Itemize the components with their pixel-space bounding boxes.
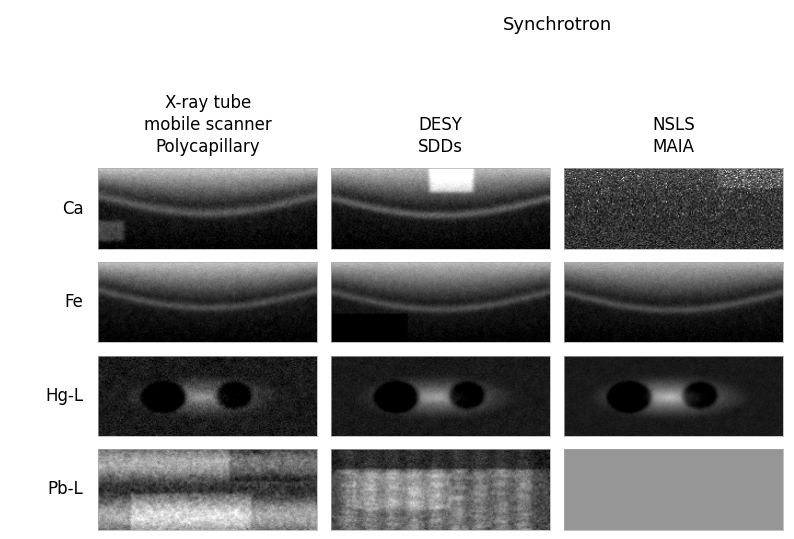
- Text: NSLS
MAIA: NSLS MAIA: [652, 116, 695, 156]
- Text: Synchrotron: Synchrotron: [503, 16, 611, 34]
- Text: Ca: Ca: [62, 199, 83, 218]
- Text: Fe: Fe: [64, 293, 83, 311]
- Text: Hg-L: Hg-L: [45, 387, 83, 405]
- Text: X-ray tube
mobile scanner
Polycapillary: X-ray tube mobile scanner Polycapillary: [144, 94, 272, 156]
- Text: Pb-L: Pb-L: [48, 480, 83, 499]
- Text: DESY
SDDs: DESY SDDs: [418, 116, 463, 156]
